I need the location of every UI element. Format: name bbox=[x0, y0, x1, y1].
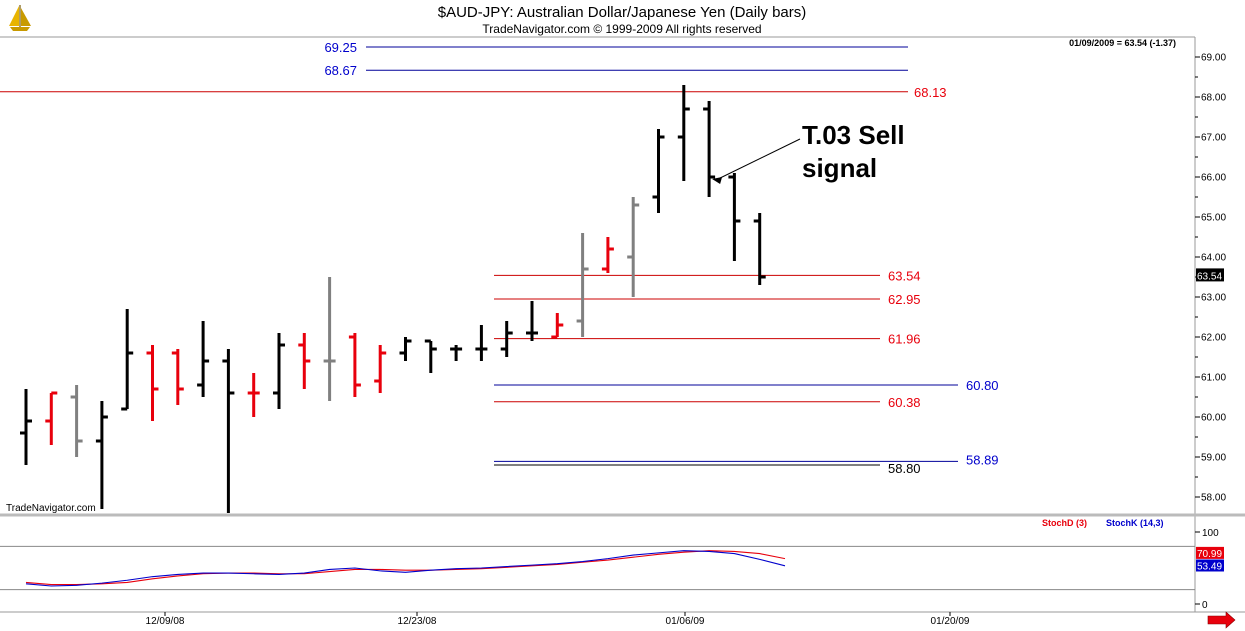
x-tick-label: 01/20/09 bbox=[931, 616, 970, 627]
status-readout: 01/09/2009 = 63.54 (-1.37) bbox=[1069, 38, 1176, 48]
ohlc-bar bbox=[222, 349, 235, 513]
ohlc-bar bbox=[121, 309, 134, 411]
level-label: 61.96 bbox=[888, 332, 921, 347]
level-label: 58.89 bbox=[966, 452, 999, 467]
ohlc-bar bbox=[399, 337, 412, 361]
level-label: 60.38 bbox=[888, 395, 921, 410]
y-tick-label: 68.00 bbox=[1201, 93, 1226, 104]
ohlc-bar bbox=[450, 345, 463, 361]
stoch-last-box bbox=[1196, 559, 1224, 572]
annotation-arrow bbox=[717, 138, 801, 180]
stoch-last-label: 70.99 bbox=[1197, 549, 1222, 560]
legend-stochk: StochK (14,3) bbox=[1106, 518, 1164, 528]
stoch-tick-label: 0 bbox=[1202, 600, 1208, 611]
copyright-text: TradeNavigator.com © 1999-2009 All right… bbox=[482, 22, 761, 36]
y-tick-label: 58.00 bbox=[1201, 493, 1226, 504]
y-tick-label: 59.00 bbox=[1201, 453, 1226, 464]
level-label: 60.80 bbox=[966, 378, 999, 393]
y-tick-label: 66.00 bbox=[1201, 173, 1226, 184]
ohlc-bar bbox=[70, 385, 83, 457]
level-label: 62.95 bbox=[888, 292, 921, 307]
level-label: 68.13 bbox=[914, 85, 947, 100]
ohlc-bar bbox=[323, 277, 336, 401]
ohlc-bar bbox=[728, 173, 741, 261]
y-tick-label: 64.00 bbox=[1201, 253, 1226, 264]
ohlc-bar bbox=[703, 101, 716, 197]
ohlc-bar bbox=[45, 391, 58, 445]
ohlc-bar bbox=[348, 333, 361, 397]
ohlc-bar bbox=[247, 373, 260, 417]
ohlc-bar bbox=[171, 349, 184, 405]
ohlc-bar bbox=[20, 389, 32, 465]
ohlc-bar bbox=[146, 345, 159, 421]
ohlc-bar bbox=[627, 197, 640, 297]
level-label: 68.67 bbox=[324, 63, 357, 78]
ohlc-bar bbox=[95, 401, 108, 509]
ohlc-bar bbox=[424, 339, 437, 373]
ohlc-bar bbox=[500, 321, 513, 357]
ohlc-bar bbox=[551, 313, 564, 339]
level-label: 69.25 bbox=[324, 40, 357, 55]
y-tick-label: 67.00 bbox=[1201, 133, 1226, 144]
ohlc-bar bbox=[652, 129, 665, 213]
ohlc-bar bbox=[526, 301, 538, 341]
scroll-right-arrow-icon[interactable] bbox=[1207, 611, 1236, 629]
annotation-arrowhead bbox=[712, 177, 723, 184]
ohlc-bar bbox=[475, 325, 488, 361]
last-price-label: 63.54 bbox=[1197, 271, 1222, 282]
chart-title: $AUD-JPY: Australian Dollar/Japanese Yen… bbox=[438, 4, 807, 21]
price-axis: 69.00 68.00 67.00 66.00 65.00 64.00 63.00 62.00… bbox=[1195, 53, 1226, 504]
last-price-box bbox=[1196, 268, 1224, 282]
level-label: 58.80 bbox=[888, 461, 921, 476]
ohlc-bar bbox=[576, 233, 589, 337]
y-tick-label: 62.00 bbox=[1201, 333, 1226, 344]
y-tick-label: 65.00 bbox=[1201, 213, 1226, 224]
ohlc-bar bbox=[298, 333, 311, 389]
date-axis: 12/09/08 12/23/08 01/06/09 01/20/09 bbox=[146, 612, 970, 627]
y-tick-label: 61.00 bbox=[1201, 373, 1226, 384]
x-tick-label: 01/06/09 bbox=[666, 616, 705, 627]
price-bars bbox=[20, 85, 766, 513]
ohlc-bar bbox=[273, 333, 285, 409]
ohlc-bar bbox=[197, 321, 210, 397]
stoch-last-label: 53.49 bbox=[1197, 561, 1222, 572]
reference-levels: 69.25 68.67 68.13 63.54 62.95 61.96 60.80 60.38… bbox=[0, 40, 999, 476]
ohlc-bar bbox=[677, 85, 690, 181]
level-label: 63.54 bbox=[888, 268, 921, 283]
stoch-tick-label: 100 bbox=[1202, 528, 1219, 539]
y-tick-label: 69.00 bbox=[1201, 53, 1226, 64]
ohlc-bar bbox=[753, 213, 766, 285]
watermark: TradeNavigator.com bbox=[6, 503, 96, 514]
y-tick-label: 63.00 bbox=[1201, 293, 1226, 304]
legend-stochd: StochD (3) bbox=[1042, 518, 1087, 528]
annotation-line-1: T.03 Sell bbox=[802, 120, 905, 150]
stoch-last-box bbox=[1196, 546, 1224, 559]
annotation-line-2: signal bbox=[802, 153, 877, 183]
x-tick-label: 12/09/08 bbox=[146, 616, 185, 627]
sailboat-icon[interactable] bbox=[4, 3, 36, 33]
ohlc-bar bbox=[601, 237, 614, 273]
x-tick-label: 12/23/08 bbox=[398, 616, 437, 627]
stoch-series-line bbox=[25, 550, 786, 587]
y-tick-label: 60.00 bbox=[1201, 413, 1226, 424]
ohlc-bar bbox=[374, 345, 387, 393]
stoch-series-line bbox=[25, 550, 786, 586]
